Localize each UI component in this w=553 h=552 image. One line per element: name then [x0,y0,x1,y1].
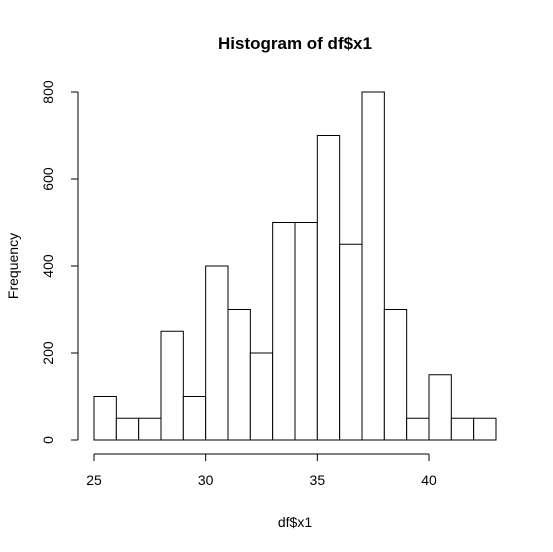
y-tick-label: 400 [40,254,56,278]
histogram-bar [383,309,408,441]
y-axis: 0 200 400 600 800 [40,80,79,444]
histogram-bar [93,396,117,441]
x-tick-label: 35 [310,472,326,488]
x-tick-label: 30 [198,472,214,488]
histogram-bar [294,222,318,441]
histogram-bar [339,243,363,441]
y-tick-label: 600 [40,167,56,191]
x-axis-label: df$x1 [278,514,312,530]
x-tick-label: 25 [86,472,102,488]
histogram-bar [227,309,251,441]
y-tick-label: 200 [40,341,56,365]
histogram-bar [406,417,430,441]
histogram-bar [361,91,385,441]
x-tick-label: 40 [421,472,437,488]
histogram-bar [138,417,162,441]
histogram-bar [272,222,296,441]
y-axis-label: Frequency [5,233,21,299]
histogram-bar [450,417,475,441]
histogram-bars [93,91,497,441]
histogram-bar [182,396,207,441]
y-tick-label: 800 [40,80,56,104]
x-axis: 25 30 35 40 [86,453,437,488]
histogram-bar [428,374,452,441]
histogram-bar [115,417,140,441]
histogram-bar [160,330,184,441]
histogram-bar [205,265,229,441]
histogram-bar [316,135,341,441]
histogram-bar [473,417,497,441]
y-tick-label: 0 [40,436,56,444]
chart-title: Histogram of df$x1 [218,34,372,53]
histogram-bar [249,352,274,441]
